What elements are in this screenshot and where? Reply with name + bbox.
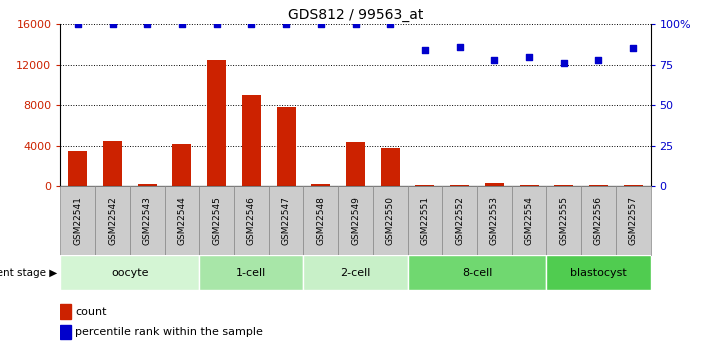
Bar [60, 325, 71, 339]
Bar [555, 185, 573, 186]
Text: GSM22555: GSM22555 [560, 196, 568, 245]
Bar [277, 107, 296, 186]
Bar [199, 255, 304, 290]
Bar [311, 184, 331, 186]
Bar [520, 185, 539, 186]
Point [176, 21, 188, 27]
Point [488, 57, 500, 62]
Bar [338, 186, 373, 255]
Text: GSM22542: GSM22542 [108, 196, 117, 245]
Text: GSM22556: GSM22556 [594, 196, 603, 245]
Point [593, 57, 604, 62]
Point [315, 21, 326, 27]
Text: blastocyst: blastocyst [570, 268, 627, 277]
Bar [380, 148, 400, 186]
Point [211, 21, 223, 27]
Bar [68, 151, 87, 186]
Text: count: count [75, 307, 107, 317]
Text: GSM22553: GSM22553 [490, 196, 499, 245]
Text: GSM22548: GSM22548 [316, 196, 326, 245]
Bar [60, 304, 71, 319]
Bar [60, 255, 199, 290]
Bar [581, 186, 616, 255]
Text: GSM22547: GSM22547 [282, 196, 291, 245]
Text: GSM22545: GSM22545 [212, 196, 221, 245]
Bar [624, 185, 643, 186]
Bar [346, 142, 365, 186]
Text: GSM22551: GSM22551 [420, 196, 429, 245]
Point [558, 60, 570, 66]
Bar [442, 186, 477, 255]
Text: GSM22543: GSM22543 [143, 196, 151, 245]
Text: GSM22541: GSM22541 [73, 196, 82, 245]
Text: development stage ▶: development stage ▶ [0, 268, 57, 277]
Text: GSM22544: GSM22544 [178, 196, 186, 245]
Text: GSM22557: GSM22557 [629, 196, 638, 245]
Bar [373, 186, 407, 255]
Bar [512, 186, 547, 255]
Point [454, 44, 465, 50]
Bar [234, 186, 269, 255]
Bar [207, 60, 226, 186]
Point [107, 21, 118, 27]
Bar [103, 141, 122, 186]
Bar [547, 186, 581, 255]
Bar [172, 144, 191, 186]
Point [628, 46, 639, 51]
Text: 8-cell: 8-cell [462, 268, 492, 277]
Bar [407, 255, 547, 290]
Point [419, 47, 431, 53]
Bar [407, 186, 442, 255]
Bar [304, 186, 338, 255]
Text: GSM22549: GSM22549 [351, 196, 360, 245]
Point [385, 21, 396, 27]
Title: GDS812 / 99563_at: GDS812 / 99563_at [288, 8, 423, 22]
Text: GSM22550: GSM22550 [385, 196, 395, 245]
Bar [485, 183, 504, 186]
Text: GSM22552: GSM22552 [455, 196, 464, 245]
Text: GSM22546: GSM22546 [247, 196, 256, 245]
Point [72, 21, 83, 27]
Bar [242, 95, 261, 186]
Text: 1-cell: 1-cell [236, 268, 267, 277]
Text: oocyte: oocyte [111, 268, 149, 277]
Bar [138, 184, 156, 186]
Point [523, 54, 535, 59]
Bar [450, 185, 469, 186]
Bar [589, 185, 608, 186]
Text: percentile rank within the sample: percentile rank within the sample [75, 327, 263, 337]
Bar [616, 186, 651, 255]
Point [246, 21, 257, 27]
Bar [477, 186, 512, 255]
Bar [415, 185, 434, 186]
Bar [304, 255, 407, 290]
Bar [269, 186, 304, 255]
Bar [547, 255, 651, 290]
Bar [95, 186, 130, 255]
Text: GSM22554: GSM22554 [525, 196, 533, 245]
Point [280, 21, 292, 27]
Bar [199, 186, 234, 255]
Point [141, 21, 153, 27]
Bar [164, 186, 199, 255]
Text: 2-cell: 2-cell [341, 268, 370, 277]
Bar [130, 186, 164, 255]
Point [350, 21, 361, 27]
Bar [60, 186, 95, 255]
